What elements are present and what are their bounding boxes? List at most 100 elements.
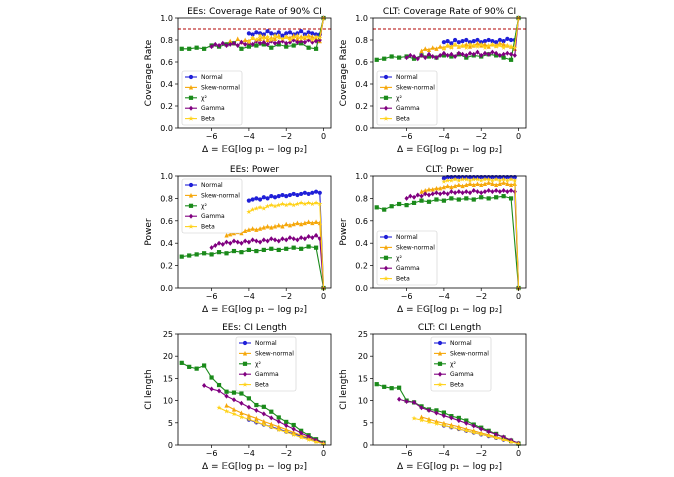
data-point xyxy=(294,32,300,38)
data-point xyxy=(220,241,225,247)
data-point xyxy=(284,40,289,46)
data-point xyxy=(452,54,458,59)
data-point xyxy=(426,47,432,52)
data-point xyxy=(411,399,417,405)
data-point xyxy=(246,416,252,422)
data-point xyxy=(302,190,307,195)
data-point xyxy=(209,252,214,257)
data-point xyxy=(223,408,230,414)
x-axis-label: Δ = 𝔼G[log p₁ − log p₂] xyxy=(202,145,307,155)
data-point xyxy=(456,189,461,195)
data-point xyxy=(280,223,285,229)
y-tick-label: 15 xyxy=(358,374,368,383)
data-point xyxy=(411,194,417,200)
data-point xyxy=(268,424,274,430)
plot-frame xyxy=(372,333,527,446)
data-point xyxy=(284,419,289,425)
data-point xyxy=(209,245,214,251)
series-gamma xyxy=(404,15,521,62)
data-point xyxy=(459,176,466,182)
data-point xyxy=(438,44,443,49)
data-point xyxy=(504,42,510,48)
data-point xyxy=(515,440,522,446)
data-point xyxy=(269,409,274,414)
data-point xyxy=(246,396,252,401)
legend-marker xyxy=(437,361,443,366)
x-tick-label: −2 xyxy=(475,449,487,458)
data-point xyxy=(508,43,514,49)
data-point xyxy=(467,190,473,196)
data-point xyxy=(423,191,428,197)
data-point xyxy=(475,40,480,46)
data-point xyxy=(250,32,255,37)
data-point xyxy=(257,197,263,202)
x-axis-label: Δ = 𝔼G[log p₁ − log p₂] xyxy=(397,305,502,315)
data-point xyxy=(493,43,499,49)
data-point xyxy=(239,400,244,406)
data-point xyxy=(313,189,319,194)
data-point xyxy=(426,192,432,198)
data-point xyxy=(228,231,233,237)
data-point xyxy=(512,45,518,50)
data-point xyxy=(310,220,315,226)
plot-frame xyxy=(372,175,527,289)
data-point xyxy=(254,30,259,35)
data-point xyxy=(419,48,424,54)
data-point xyxy=(264,34,271,39)
y-tick-label: 0 xyxy=(168,441,173,450)
data-point xyxy=(456,50,461,56)
data-point xyxy=(243,37,248,43)
data-point xyxy=(284,246,289,251)
data-point xyxy=(430,186,435,192)
data-point xyxy=(287,30,293,35)
y-axis-label: CI length xyxy=(339,369,349,410)
data-point xyxy=(254,227,259,232)
data-point xyxy=(254,238,259,244)
data-point xyxy=(257,204,263,210)
data-point xyxy=(479,190,484,196)
data-point xyxy=(279,201,286,207)
subplot-title: CLT: Power xyxy=(426,165,474,175)
data-point xyxy=(471,197,476,202)
y-tick-label: 1.0 xyxy=(160,14,173,23)
data-point xyxy=(438,52,443,58)
data-point xyxy=(246,44,252,49)
data-point xyxy=(449,189,454,195)
data-point xyxy=(279,36,286,42)
data-point xyxy=(464,182,469,188)
data-point xyxy=(283,429,289,435)
y-tick-label: 0.6 xyxy=(355,217,368,226)
data-point xyxy=(419,414,424,420)
plot-frame xyxy=(177,17,332,129)
data-point xyxy=(434,185,439,191)
legend-box xyxy=(181,178,243,234)
series-beta xyxy=(216,405,327,446)
data-point xyxy=(411,54,417,59)
data-point xyxy=(419,52,424,58)
x-tick-label: −2 xyxy=(280,132,292,141)
legend-box xyxy=(376,230,438,286)
data-point xyxy=(287,192,293,198)
data-point xyxy=(497,42,503,48)
subplot-title: CLT: Coverage Rate of 90% CI xyxy=(383,7,516,17)
data-point xyxy=(397,55,402,60)
x-tick-label: −4 xyxy=(438,292,450,301)
legend-label: Skew-normal xyxy=(450,350,489,357)
data-point xyxy=(235,239,240,245)
data-point xyxy=(471,51,476,57)
data-point xyxy=(261,247,266,253)
data-point xyxy=(463,428,469,433)
y-tick-label: 0.0 xyxy=(160,124,173,133)
data-point xyxy=(501,39,506,44)
y-axis-label: Power xyxy=(144,218,154,246)
y-tick-label: 0.4 xyxy=(160,239,173,248)
data-point xyxy=(202,251,207,256)
data-point xyxy=(445,42,451,48)
data-point xyxy=(276,247,281,253)
data-point xyxy=(246,209,252,215)
data-point xyxy=(257,32,263,38)
y-tick-label: 10 xyxy=(358,397,368,406)
series-beta xyxy=(246,200,327,291)
data-point xyxy=(486,188,491,194)
